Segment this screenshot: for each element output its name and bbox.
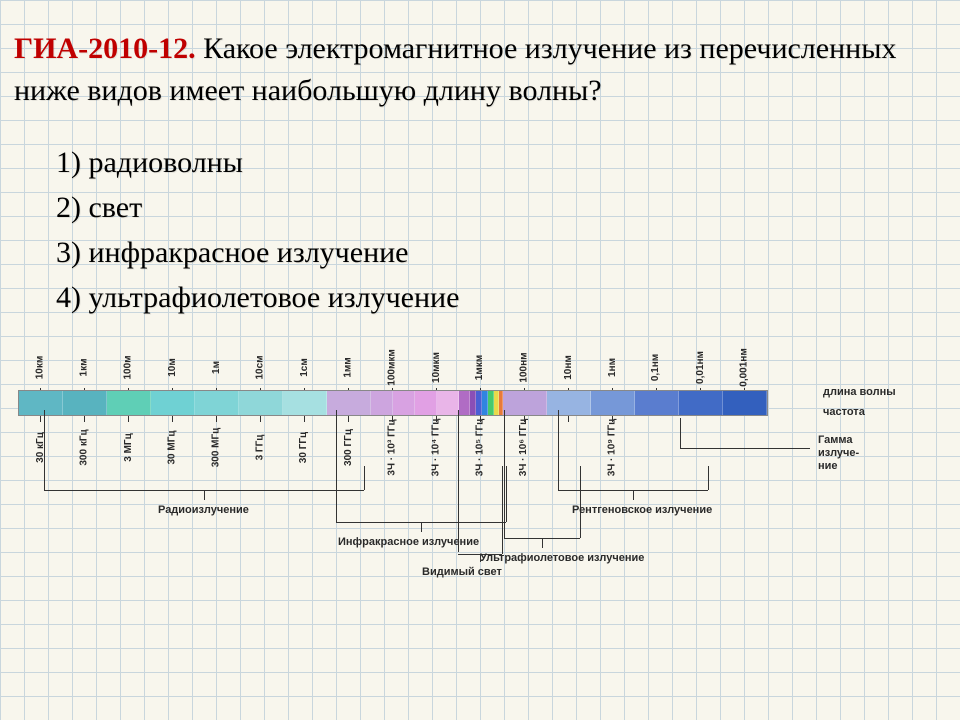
- band-cell: [723, 391, 767, 415]
- wavelength-tick: 1см: [282, 344, 326, 390]
- spectrum-band: [18, 390, 768, 416]
- frequency-tick: [546, 418, 590, 468]
- wavelength-tick: 1м: [194, 344, 238, 390]
- question-text: ГИА-2010-12. Какое электромагнитное излу…: [14, 28, 946, 112]
- region-bracket-ir: [336, 522, 506, 523]
- answer-options: 1) радиоволны 2) свет 3) инфракрасное из…: [14, 140, 946, 320]
- band-cell: [679, 391, 723, 415]
- band-cell: [151, 391, 195, 415]
- wavelength-tick: 0,001нм: [722, 344, 766, 390]
- wavelength-tick: 0,1нм: [634, 344, 678, 390]
- frequency-scale: 30 кГц300 кГц3 МГц30 МГц300 МГц3 ГГц30 Г…: [18, 418, 634, 468]
- band-cell: [107, 391, 151, 415]
- band-cell: [635, 391, 679, 415]
- band-cell: [503, 391, 547, 415]
- frequency-tick: 300 кГц: [62, 418, 106, 468]
- band-cell: [547, 391, 591, 415]
- question-prefix: ГИА-2010-12.: [14, 32, 196, 65]
- band-cell: [327, 391, 371, 415]
- frequency-tick: 3 ГГц: [238, 418, 282, 468]
- wavelength-tick: 1нм: [590, 344, 634, 390]
- band-cell: [195, 391, 239, 415]
- wavelength-tick: 1мм: [326, 344, 370, 390]
- wavelength-tick: 1км: [62, 344, 106, 390]
- wavelength-tick: 100мкм: [370, 344, 414, 390]
- band-cell: [459, 391, 470, 415]
- frequency-tick: 300 МГц: [194, 418, 238, 468]
- frequency-tick: 3Ч · 10⁶ ГГц: [502, 418, 546, 468]
- wavelength-tick: 10мкм: [414, 344, 458, 390]
- frequency-axis-label: частота: [823, 406, 865, 418]
- option-3: 3) инфракрасное излучение: [56, 230, 946, 275]
- frequency-tick: 30 МГц: [150, 418, 194, 468]
- band-cell: [371, 391, 393, 415]
- band-cell: [239, 391, 283, 415]
- wavelength-tick: 10см: [238, 344, 282, 390]
- option-4: 4) ультрафиолетовое излучение: [56, 275, 946, 320]
- wavelength-tick: 10м: [150, 344, 194, 390]
- spectrum-regions: РадиоизлучениеИнфракрасное излучениеВиди…: [18, 476, 948, 606]
- wavelength-tick: 100м: [106, 344, 150, 390]
- option-2: 2) свет: [56, 185, 946, 230]
- region-bracket-xray: [558, 490, 708, 491]
- wavelength-scale: 10км1км100м10м1м10см1см1мм100мкм10мкм1мк…: [18, 344, 766, 390]
- region-bracket-radio: [44, 490, 364, 491]
- frequency-tick: 3Ч · 10⁵ ГГц: [458, 418, 502, 468]
- region-label-gamma: Гаммаизлуче-ние: [818, 434, 859, 474]
- wavelength-axis-label: длина волны: [823, 386, 896, 398]
- frequency-tick: 3Ч · 10³ ГГц: [370, 418, 414, 468]
- option-1: 1) радиоволны: [56, 140, 946, 185]
- band-cell: [393, 391, 415, 415]
- frequency-tick: 30 ГГц: [282, 418, 326, 468]
- region-label-radio: Радиоизлучение: [158, 504, 249, 516]
- frequency-tick: 3 МГц: [106, 418, 150, 468]
- band-cell: [19, 391, 63, 415]
- region-label-xray: Рентгеновское излучение: [572, 504, 712, 516]
- wavelength-tick: 100нм: [502, 344, 546, 390]
- region-label-uv: Ультрафиолетовое излучение: [480, 552, 644, 564]
- band-cell: [415, 391, 437, 415]
- frequency-tick: 3Ч · 10⁹ ГГц: [590, 418, 634, 468]
- wavelength-tick: 1мкм: [458, 344, 502, 390]
- frequency-tick: 3Ч · 10⁴ ГГц: [414, 418, 458, 468]
- band-cell: [63, 391, 107, 415]
- wavelength-tick: 10км: [18, 344, 62, 390]
- wavelength-tick: 10нм: [546, 344, 590, 390]
- frequency-tick: 30 кГц: [18, 418, 62, 468]
- band-cell: [591, 391, 635, 415]
- band-cell: [283, 391, 327, 415]
- band-cell: [437, 391, 459, 415]
- em-spectrum-diagram: 10км1км100м10м1м10см1см1мм100мкм10мкм1мк…: [18, 344, 948, 604]
- region-bracket-uv: [504, 538, 580, 539]
- region-label-visible: Видимый свет: [422, 566, 502, 578]
- wavelength-tick: 0,01нм: [678, 344, 722, 390]
- frequency-tick: 300 ГГц: [326, 418, 370, 468]
